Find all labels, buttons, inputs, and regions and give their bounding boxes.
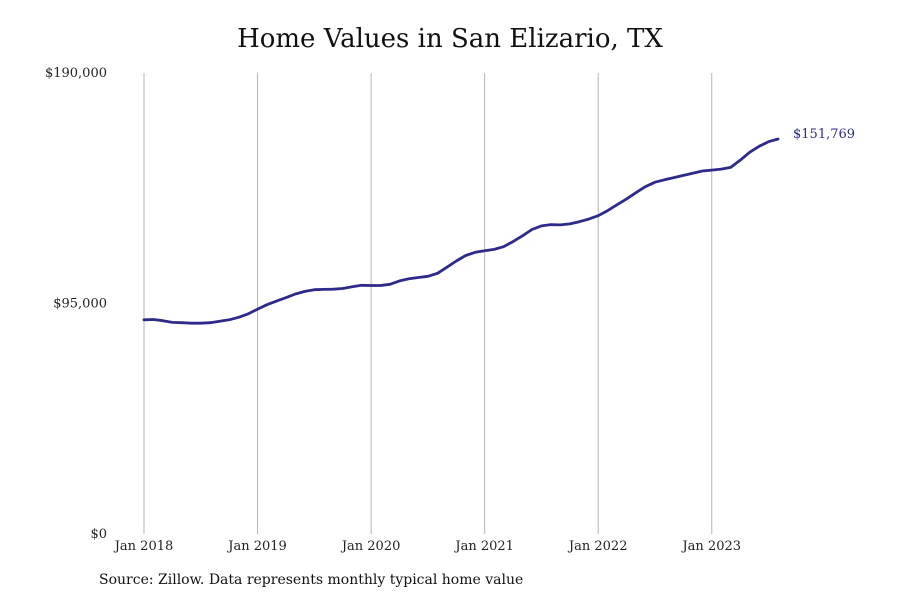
- data-point: [767, 141, 769, 143]
- data-point: [379, 284, 381, 286]
- data-point: [758, 145, 760, 147]
- data-point: [635, 191, 637, 193]
- data-point: [360, 284, 362, 286]
- data-point: [502, 246, 504, 248]
- data-point: [275, 300, 277, 302]
- data-point: [682, 174, 684, 176]
- data-point: [748, 151, 750, 153]
- data-point: [578, 221, 580, 223]
- data-point: [569, 223, 571, 225]
- data-point: [663, 179, 665, 181]
- series-layer: [142, 137, 780, 325]
- data-point: [673, 176, 675, 178]
- data-point: [588, 218, 590, 220]
- data-point: [181, 322, 183, 324]
- end-value-label: $151,769: [793, 127, 855, 142]
- data-point: [777, 138, 779, 140]
- data-point: [228, 319, 230, 321]
- x-tick-label: Jan 2020: [340, 539, 401, 554]
- data-point: [465, 254, 467, 256]
- data-point: [237, 316, 239, 318]
- data-point: [607, 209, 609, 211]
- data-point: [644, 185, 646, 187]
- data-point: [219, 320, 221, 322]
- data-point: [692, 172, 694, 174]
- data-point: [162, 320, 164, 322]
- data-point: [559, 224, 561, 226]
- data-point: [446, 266, 448, 268]
- source-note: Source: Zillow. Data represents monthly …: [99, 572, 524, 588]
- data-point: [398, 280, 400, 282]
- data-point: [313, 289, 315, 291]
- y-tick-label: $190,000: [45, 66, 107, 81]
- data-point: [351, 286, 353, 288]
- data-point: [332, 288, 334, 290]
- data-point: [247, 313, 249, 315]
- data-point: [531, 228, 533, 230]
- data-point: [190, 322, 192, 324]
- data-point: [436, 272, 438, 274]
- data-point: [408, 278, 410, 280]
- x-tick-label: Jan 2019: [226, 539, 287, 554]
- annotation-layer: $151,769: [793, 127, 855, 142]
- y-axis-ticks: $0 $95,000 $190,000: [45, 66, 107, 542]
- data-point: [484, 250, 486, 252]
- data-point: [474, 251, 476, 253]
- data-point: [720, 168, 722, 170]
- data-point: [294, 293, 296, 295]
- gridlines: [143, 73, 713, 534]
- chart-title: Home Values in San Elizario, TX: [237, 24, 663, 54]
- data-point: [701, 170, 703, 172]
- x-tick-label: Jan 2018: [113, 539, 174, 554]
- data-point: [739, 159, 741, 161]
- data-point: [597, 215, 599, 217]
- data-point: [512, 240, 514, 242]
- data-point: [256, 308, 258, 310]
- data-point: [427, 275, 429, 277]
- data-point: [323, 288, 325, 290]
- data-point: [550, 223, 552, 225]
- data-point: [389, 283, 391, 285]
- data-point: [625, 198, 627, 200]
- data-point: [285, 297, 287, 299]
- data-point: [209, 322, 211, 324]
- data-point: [304, 290, 306, 292]
- x-tick-label: Jan 2021: [453, 539, 514, 554]
- data-point: [417, 276, 419, 278]
- data-point: [143, 319, 145, 321]
- data-point: [711, 169, 713, 171]
- data-point: [730, 166, 732, 168]
- data-point: [266, 304, 268, 306]
- y-tick-label: $0: [90, 527, 107, 542]
- y-tick-label: $95,000: [53, 297, 107, 312]
- data-point: [493, 248, 495, 250]
- x-tick-label: Jan 2023: [680, 539, 741, 554]
- series-line-home-values: [142, 137, 780, 325]
- data-point: [455, 260, 457, 262]
- x-tick-label: Jan 2022: [567, 539, 628, 554]
- x-axis-ticks: Jan 2018 Jan 2019 Jan 2020 Jan 2021 Jan 2022…: [113, 539, 741, 554]
- data-point: [200, 322, 202, 324]
- data-point: [540, 225, 542, 227]
- data-point: [370, 284, 372, 286]
- data-point: [152, 318, 154, 320]
- data-point: [342, 287, 344, 289]
- data-point: [521, 235, 523, 237]
- data-point: [616, 204, 618, 206]
- data-point: [171, 321, 173, 323]
- data-point: [654, 181, 656, 183]
